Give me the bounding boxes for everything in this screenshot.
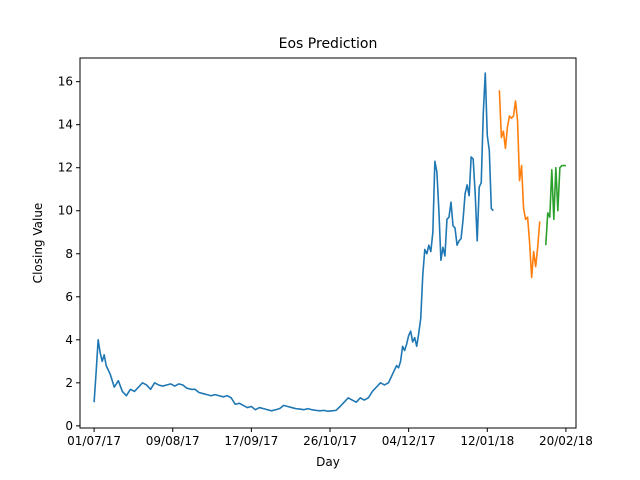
plot-area — [79, 57, 577, 429]
y-tick-label: 0 — [65, 419, 73, 433]
y-tick-label: 6 — [65, 290, 73, 304]
x-tick-label: 17/09/17 — [224, 434, 278, 448]
y-tick-label: 12 — [58, 161, 73, 175]
x-axis: 01/07/17 09/08/17 17/09/17 26/10/17 04/12/17… — [67, 428, 593, 448]
x-axis-title: Day — [316, 455, 340, 469]
series-line-3 — [544, 164, 566, 246]
y-tick-label: 10 — [58, 204, 73, 218]
y-tick-label: 4 — [65, 333, 73, 347]
y-axis: 0 2 4 6 8 10 12 14 16 — [58, 75, 80, 433]
x-tick-label: 04/12/17 — [382, 434, 436, 448]
y-tick-label: 2 — [65, 376, 73, 390]
y-tick-label: 16 — [58, 75, 73, 89]
series-line-2 — [498, 90, 541, 279]
y-tick-label: 8 — [65, 247, 73, 261]
x-tick-label: 26/10/17 — [303, 434, 357, 448]
plot-frame — [79, 57, 577, 429]
y-tick-label: 14 — [58, 118, 73, 132]
series-line-1 — [93, 72, 494, 413]
x-tick-label: 20/02/18 — [539, 434, 593, 448]
chart-title: Eos Prediction — [279, 36, 378, 52]
x-tick-label: 01/07/17 — [67, 434, 121, 448]
y-axis-title: Closing Value — [31, 203, 45, 284]
x-tick-label: 12/01/18 — [460, 434, 514, 448]
x-tick-label: 09/08/17 — [146, 434, 200, 448]
